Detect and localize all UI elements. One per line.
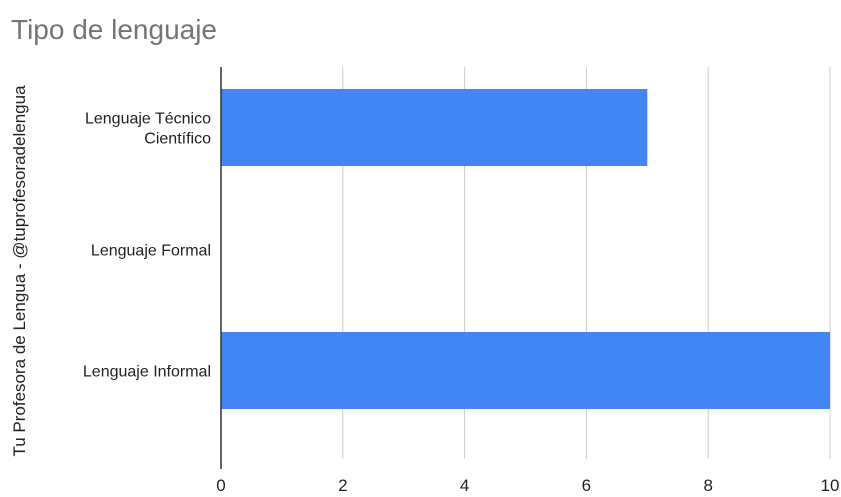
x-tick-label-8: 8: [703, 476, 712, 495]
chart-title: Tipo de lenguaje: [11, 14, 218, 45]
category-label-2: Lenguaje Informal: [83, 364, 211, 381]
bar-0: [221, 89, 648, 166]
x-tick-label-2: 2: [338, 476, 347, 495]
y-axis-title: Tu Profesora de Lengua - @tuprofesoradel…: [10, 85, 29, 457]
x-tick-label-6: 6: [582, 476, 591, 495]
bar-2: [221, 332, 830, 409]
x-tick-label-0: 0: [216, 476, 225, 495]
x-tick-label-10: 10: [821, 476, 840, 495]
x-tick-label-4: 4: [460, 476, 469, 495]
category-label-0: Lenguaje Técnico Científico: [85, 111, 211, 148]
category-label-1: Lenguaje Formal: [91, 243, 211, 260]
